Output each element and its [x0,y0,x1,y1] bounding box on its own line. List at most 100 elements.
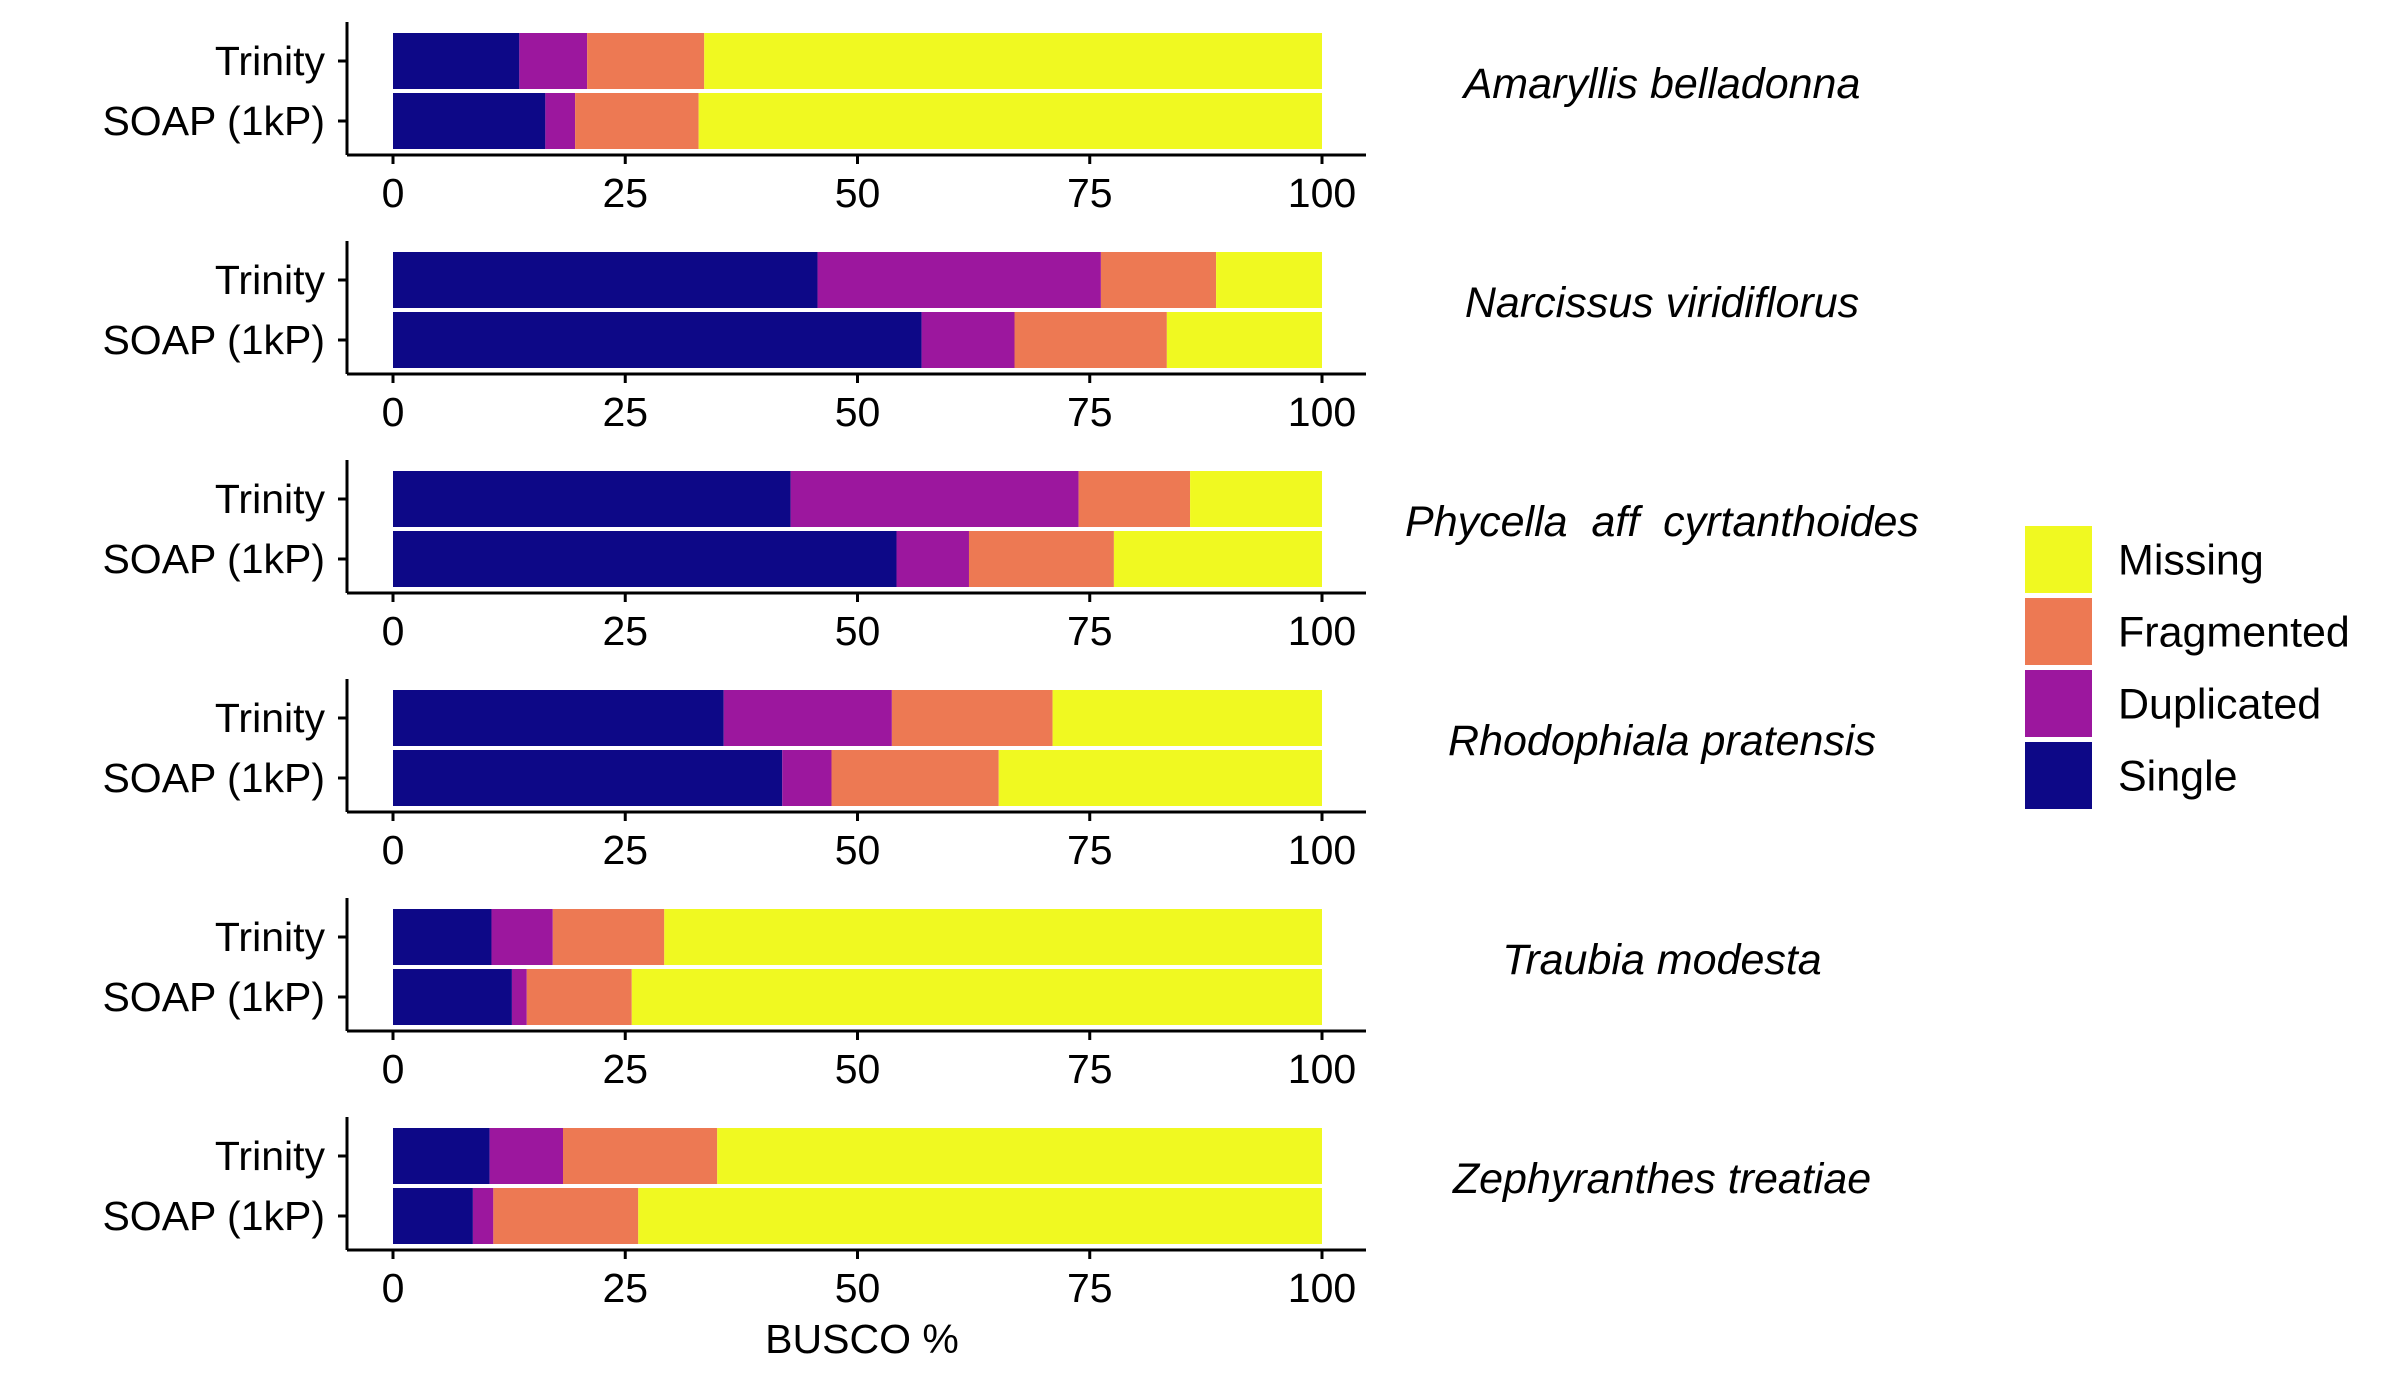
bar-segment-fragmented-soap-1kp [1014,312,1167,368]
bar-segment-duplicated-trinity [817,252,1101,308]
bar-segment-missing-soap-1kp [1166,312,1322,368]
category-label: Trinity [215,38,326,84]
bar-segment-missing-trinity [717,1128,1322,1184]
x-tick-label: 50 [835,170,881,216]
bar-segment-fragmented-trinity [552,909,665,965]
bar-segment-single-soap-1kp [393,93,546,149]
legend-label-missing: Missing [2118,537,2264,585]
bar-segment-single-soap-1kp [393,312,922,368]
bar-segment-single-trinity [393,909,492,965]
bar-segment-single-soap-1kp [393,969,512,1025]
x-tick-label: 100 [1288,389,1356,435]
bar-segment-fragmented-soap-1kp [526,969,632,1025]
species-label: Zephyranthes treatiae [1452,1155,1871,1203]
category-label: SOAP (1kP) [102,1193,325,1239]
panel-amaryllis-belladonna: Trinity SOAP (1kP) 0 25 50 75 100 Amaryllis bel… [102,22,1860,216]
bar-segment-single-trinity [393,252,818,308]
bar-segment-fragmented-soap-1kp [493,1188,639,1244]
bar-segment-duplicated-trinity [723,690,892,746]
bar-segment-duplicated-trinity [519,33,588,89]
panel-traubia-modesta: Trinity SOAP (1kP) 0 25 50 75 100 Traubia modes… [102,898,1822,1092]
category-label: SOAP (1kP) [102,317,325,363]
bar-segment-duplicated-soap-1kp [511,969,527,1025]
category-label: Trinity [215,914,326,960]
x-tick-label: 0 [382,170,405,216]
bar-segment-single-trinity [393,690,724,746]
species-label: Phycella aff cyrtanthoides [1405,498,1919,546]
x-tick-label: 75 [1067,1265,1113,1311]
category-label: Trinity [215,257,326,303]
x-tick-label: 75 [1067,170,1113,216]
chart-panels: Trinity SOAP (1kP) 0 25 50 75 100 Amaryllis bel… [102,22,1919,1311]
bar-segment-fragmented-soap-1kp [831,750,999,806]
bar-segment-missing-soap-1kp [1113,531,1322,587]
bar-segment-duplicated-trinity [491,909,553,965]
bar-segment-duplicated-soap-1kp [545,93,576,149]
species-label: Rhodophiala pratensis [1448,717,1876,765]
x-tick-label: 100 [1288,170,1356,216]
x-tick-label: 0 [382,827,405,873]
bar-segment-missing-soap-1kp [631,969,1322,1025]
bar-segment-missing-trinity [704,33,1322,89]
bar-segment-fragmented-soap-1kp [968,531,1114,587]
panel-narcissus-viridiflorus: Trinity SOAP (1kP) 0 25 50 75 100 Narcissus vir… [102,241,1859,435]
category-label: Trinity [215,1133,326,1179]
bar-segment-missing-trinity [1216,252,1322,308]
x-tick-label: 75 [1067,389,1113,435]
bar-segment-missing-trinity [1052,690,1322,746]
x-tick-label: 25 [602,608,648,654]
x-tick-label: 50 [835,1265,881,1311]
x-tick-label: 75 [1067,827,1113,873]
category-label: SOAP (1kP) [102,98,325,144]
legend-key-single [2025,742,2092,809]
bar-segment-missing-trinity [1190,471,1322,527]
bar-segment-single-trinity [393,1128,490,1184]
bar-segment-single-soap-1kp [393,1188,473,1244]
x-tick-label: 100 [1288,608,1356,654]
category-label: Trinity [215,476,326,522]
bar-segment-missing-soap-1kp [698,93,1322,149]
bar-segment-duplicated-soap-1kp [896,531,969,587]
bar-segment-single-trinity [393,471,791,527]
legend-key-fragmented [2025,598,2092,665]
x-tick-label: 100 [1288,827,1356,873]
legend-key-missing [2025,526,2092,593]
x-tick-label: 0 [382,608,405,654]
bar-segment-single-trinity [393,33,520,89]
x-tick-label: 0 [382,389,405,435]
bar-segment-missing-soap-1kp [998,750,1322,806]
bar-segment-missing-trinity [664,909,1322,965]
category-label: Trinity [215,695,326,741]
bar-segment-duplicated-soap-1kp [782,750,832,806]
x-tick-label: 50 [835,827,881,873]
x-tick-label: 50 [835,608,881,654]
bar-segment-duplicated-soap-1kp [472,1188,494,1244]
x-tick-label: 25 [602,389,648,435]
x-tick-label: 25 [602,1265,648,1311]
species-label: Narcissus viridiflorus [1465,279,1859,327]
x-tick-label: 25 [602,1046,648,1092]
x-tick-label: 50 [835,1046,881,1092]
legend-key-duplicated [2025,670,2092,737]
panel-zephyranthes-treatiae: Trinity SOAP (1kP) 0 25 50 75 100 Zephyranthes … [102,1117,1871,1311]
bar-segment-missing-soap-1kp [638,1188,1322,1244]
category-label: SOAP (1kP) [102,974,325,1020]
species-label: Traubia modesta [1502,936,1821,984]
bar-segment-fragmented-trinity [891,690,1053,746]
bar-segment-fragmented-soap-1kp [575,93,699,149]
legend-label-fragmented: Fragmented [2118,609,2350,657]
legend-label-duplicated: Duplicated [2118,681,2321,729]
x-tick-label: 100 [1288,1046,1356,1092]
x-tick-label: 75 [1067,1046,1113,1092]
bar-segment-fragmented-trinity [1078,471,1191,527]
bar-segment-single-soap-1kp [393,531,897,587]
x-tick-label: 25 [602,827,648,873]
bar-segment-duplicated-trinity [489,1128,564,1184]
x-axis-title: BUSCO % [765,1316,959,1362]
bar-segment-fragmented-trinity [1100,252,1217,308]
x-tick-label: 0 [382,1265,405,1311]
x-tick-label: 25 [602,170,648,216]
legend-label-single: Single [2118,753,2238,801]
bar-segment-duplicated-trinity [790,471,1079,527]
